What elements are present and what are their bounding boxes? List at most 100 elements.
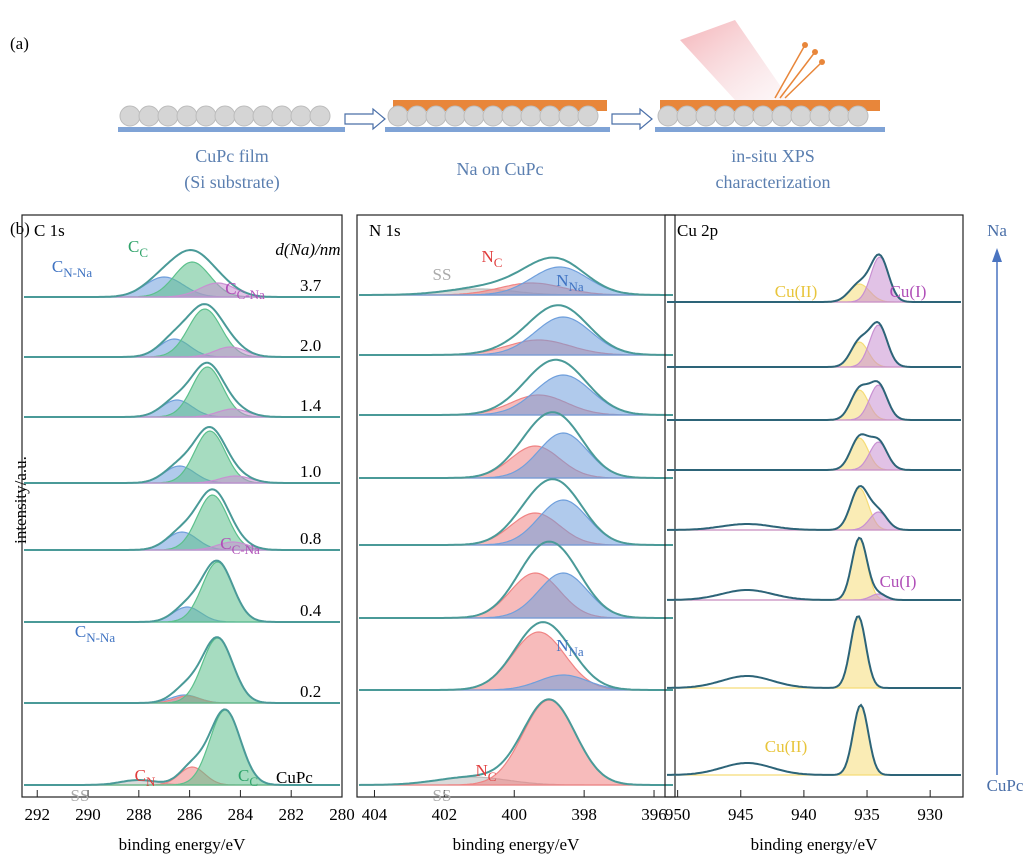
panel: Cu 2p binding energy/eV 950 945 940 935 930 Cu(… [664,214,964,854]
annotation-text: C [220,534,231,553]
envelope [667,433,961,471]
envelope [667,320,961,368]
annotation-subscript: C [488,769,497,784]
x-tick-label: 292 [24,805,50,824]
x-tick-label: 284 [228,805,254,824]
molecule [733,105,755,127]
y-axis-label: intensity/a.u. [11,456,30,544]
panel-title: Cu 2p [677,221,718,240]
legend-title: d(Na)/nm [275,240,340,259]
panel-title: N 1s [369,221,401,240]
annotation-subscript: N-Na [86,630,115,645]
caption: (Si substrate) [184,172,279,193]
molecule [214,105,236,127]
spectrum-label: 1.4 [300,396,322,415]
annotation-subscript: C-Na [232,542,260,557]
caption: in-situ XPS [731,146,815,166]
annotation-text: N [556,636,568,655]
annotation-text: C [135,766,146,785]
molecule [482,105,504,127]
component-peak [359,631,673,691]
x-tick-label: 945 [728,805,754,824]
molecule [195,105,217,127]
x-tick-label: 400 [502,805,528,824]
x-tick-label: 398 [571,805,597,824]
molecule [714,105,736,127]
annotation: Cu(II) [775,282,817,301]
molecule [501,105,523,127]
annotation-subscript: C-Na [237,287,265,302]
molecule [828,105,850,127]
caption: characterization [716,172,831,192]
annotation: NC [476,761,497,784]
panel-frame [21,214,343,798]
x-tick-label: 950 [665,805,691,824]
envelope [358,698,673,786]
molecule [695,105,717,127]
annotation-text: C [238,766,249,785]
caption: CuPc film [195,146,269,166]
annotation: SS [433,786,452,805]
envelope [359,304,673,356]
molecule [252,105,274,127]
arrow-head [992,248,1002,262]
panel-label: (b) [10,219,30,238]
molecule [657,105,679,127]
x-tick-label: 402 [432,805,458,824]
envelope [24,488,340,551]
annotation: SS [433,265,452,284]
annotation-text: C [128,237,139,256]
x-axis-label: binding energy/eV [119,835,246,854]
annotation: Cu(I) [880,572,917,591]
spectrum-label: CuPc [276,768,313,787]
annotation-text: N [476,761,488,780]
x-tick-label: 930 [917,805,943,824]
envelope [24,708,340,786]
annotation-subscript: C [139,245,148,260]
component-peak [667,487,961,531]
component-peak [667,324,961,368]
envelope [24,636,340,704]
spectrum-label: 2.0 [300,336,321,355]
annotation: NNa [556,636,584,659]
annotation-text: SS [433,265,452,284]
x-axis-label: binding energy/eV [453,835,580,854]
molecule [463,105,485,127]
caption: Na on CuPc [457,159,544,179]
arrow-label: CuPc [987,776,1024,795]
molecule [771,105,793,127]
annotation-text: SS [71,786,90,805]
molecule [271,105,293,127]
molecule [290,105,312,127]
envelope [666,484,961,531]
molecule [847,105,869,127]
x-tick-label: 280 [329,805,355,824]
component-peak [667,437,961,471]
envelope [667,253,961,303]
panel-title: C 1s [34,221,65,240]
annotation-text: SS [433,786,452,805]
x-tick-label: 940 [791,805,817,824]
annotation-text: Cu(II) [765,737,807,756]
component-peak [24,637,340,704]
annotation: CN [135,766,156,789]
annotation: CC [238,766,258,789]
molecule [138,105,160,127]
spectrum-label: 0.4 [300,601,322,620]
annotation-text: Cu(II) [775,282,817,301]
component-peak [24,494,340,551]
annotation-subscript: N [146,774,156,789]
molecule [809,105,831,127]
molecule [309,105,331,127]
arrow-label: Na [987,221,1007,240]
annotation: CC-Na [225,279,265,302]
envelope [24,248,340,298]
envelope [667,615,961,689]
molecule [577,105,599,127]
envelope [667,703,961,776]
component-peak [667,615,961,689]
envelope [359,411,673,479]
molecule [406,105,428,127]
component-peak [667,389,961,421]
